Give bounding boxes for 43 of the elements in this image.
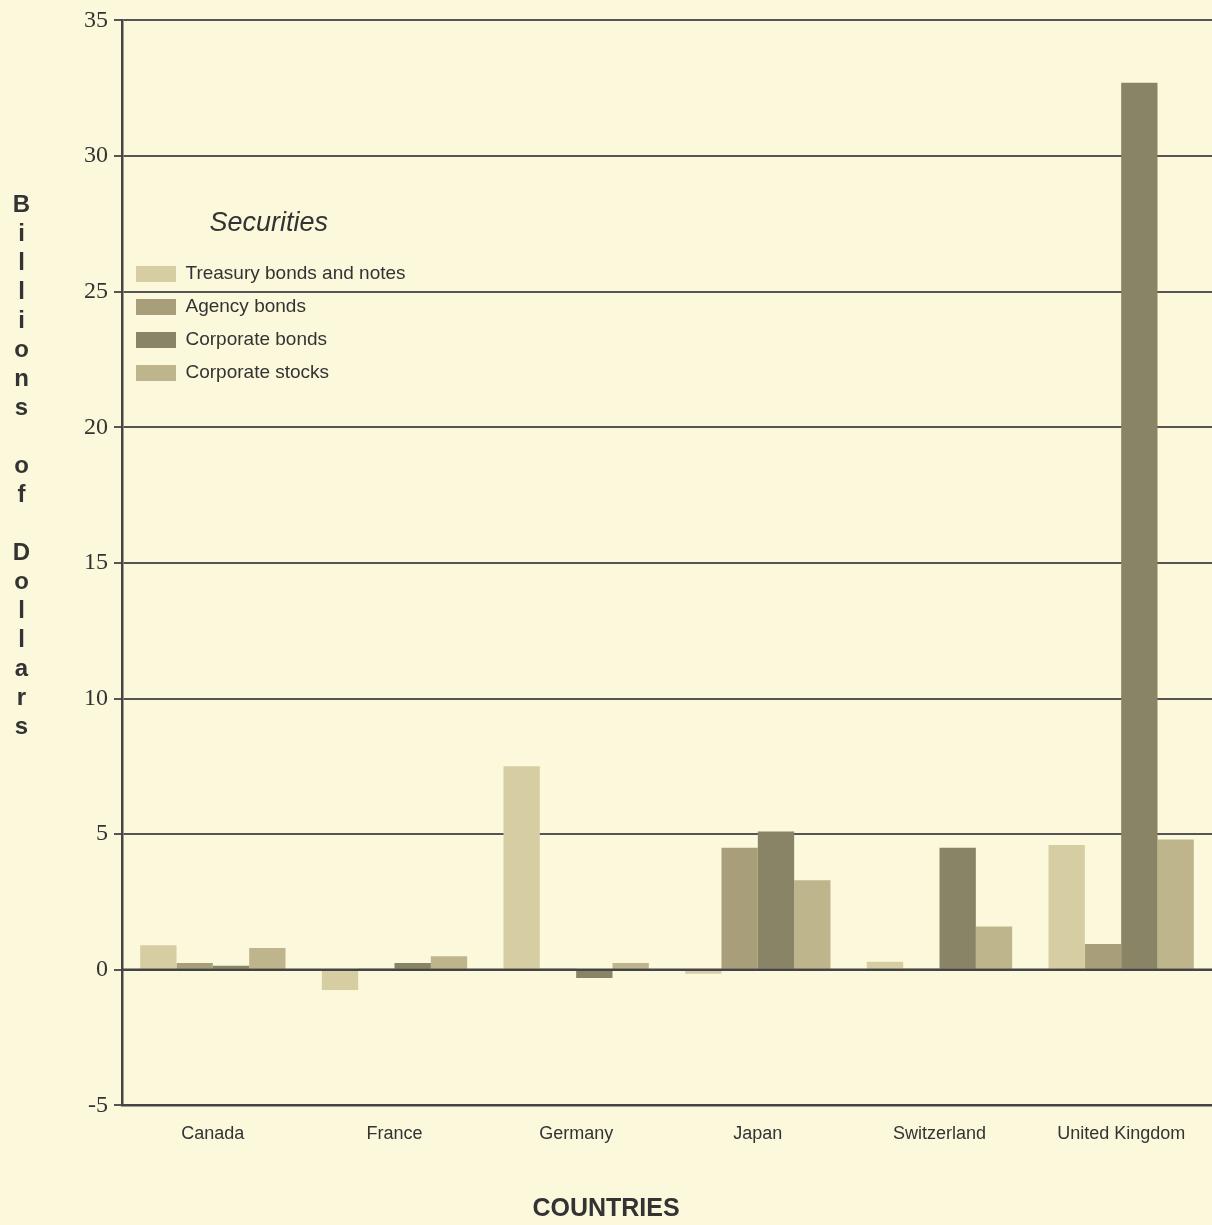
bar <box>866 961 904 969</box>
legend-label: Treasury bonds and notes <box>185 262 406 284</box>
bar <box>249 948 286 969</box>
bar <box>1121 82 1158 969</box>
y-tick-label: 30 <box>84 141 108 168</box>
x-tick-label: Canada <box>181 1123 246 1144</box>
x-tick-label: Japan <box>733 1123 783 1144</box>
bar <box>794 880 831 969</box>
bar <box>576 970 613 978</box>
y-axis-title: Billions of Dollars <box>7 190 36 741</box>
bar <box>612 962 649 969</box>
bar <box>721 847 758 969</box>
legend-label: Corporate stocks <box>185 361 330 383</box>
bar <box>430 956 468 969</box>
x-axis-title: COUNTRIES <box>531 1193 681 1222</box>
bar <box>1048 845 1085 969</box>
legend-title: Securities <box>209 207 329 238</box>
y-tick-label: 10 <box>84 683 108 710</box>
bar <box>939 847 976 969</box>
bar <box>685 970 722 974</box>
y-tick-label: 20 <box>84 412 108 439</box>
bar <box>394 962 431 969</box>
y-tick-label: -5 <box>88 1090 108 1117</box>
bar <box>140 945 177 969</box>
x-tick-label: Switzerland <box>892 1123 987 1144</box>
x-tick-label: Germany <box>539 1123 614 1144</box>
y-tick-label: 25 <box>84 276 108 303</box>
x-tick-label: France <box>366 1123 423 1144</box>
legend-label: Agency bonds <box>185 295 306 317</box>
bar <box>975 926 1013 969</box>
legend-label: Corporate bonds <box>185 328 328 350</box>
y-tick-label: 15 <box>84 548 108 575</box>
bar <box>321 970 359 991</box>
y-tick-label: 0 <box>96 955 108 982</box>
bar <box>1157 839 1194 969</box>
bar <box>212 965 250 969</box>
bar <box>503 766 540 969</box>
bar <box>757 831 795 969</box>
y-tick-label: 35 <box>84 5 108 32</box>
y-tick-label: 5 <box>96 819 108 846</box>
bar <box>176 962 213 969</box>
x-tick-label: United Kingdom <box>1057 1123 1186 1144</box>
bar <box>1084 944 1122 969</box>
